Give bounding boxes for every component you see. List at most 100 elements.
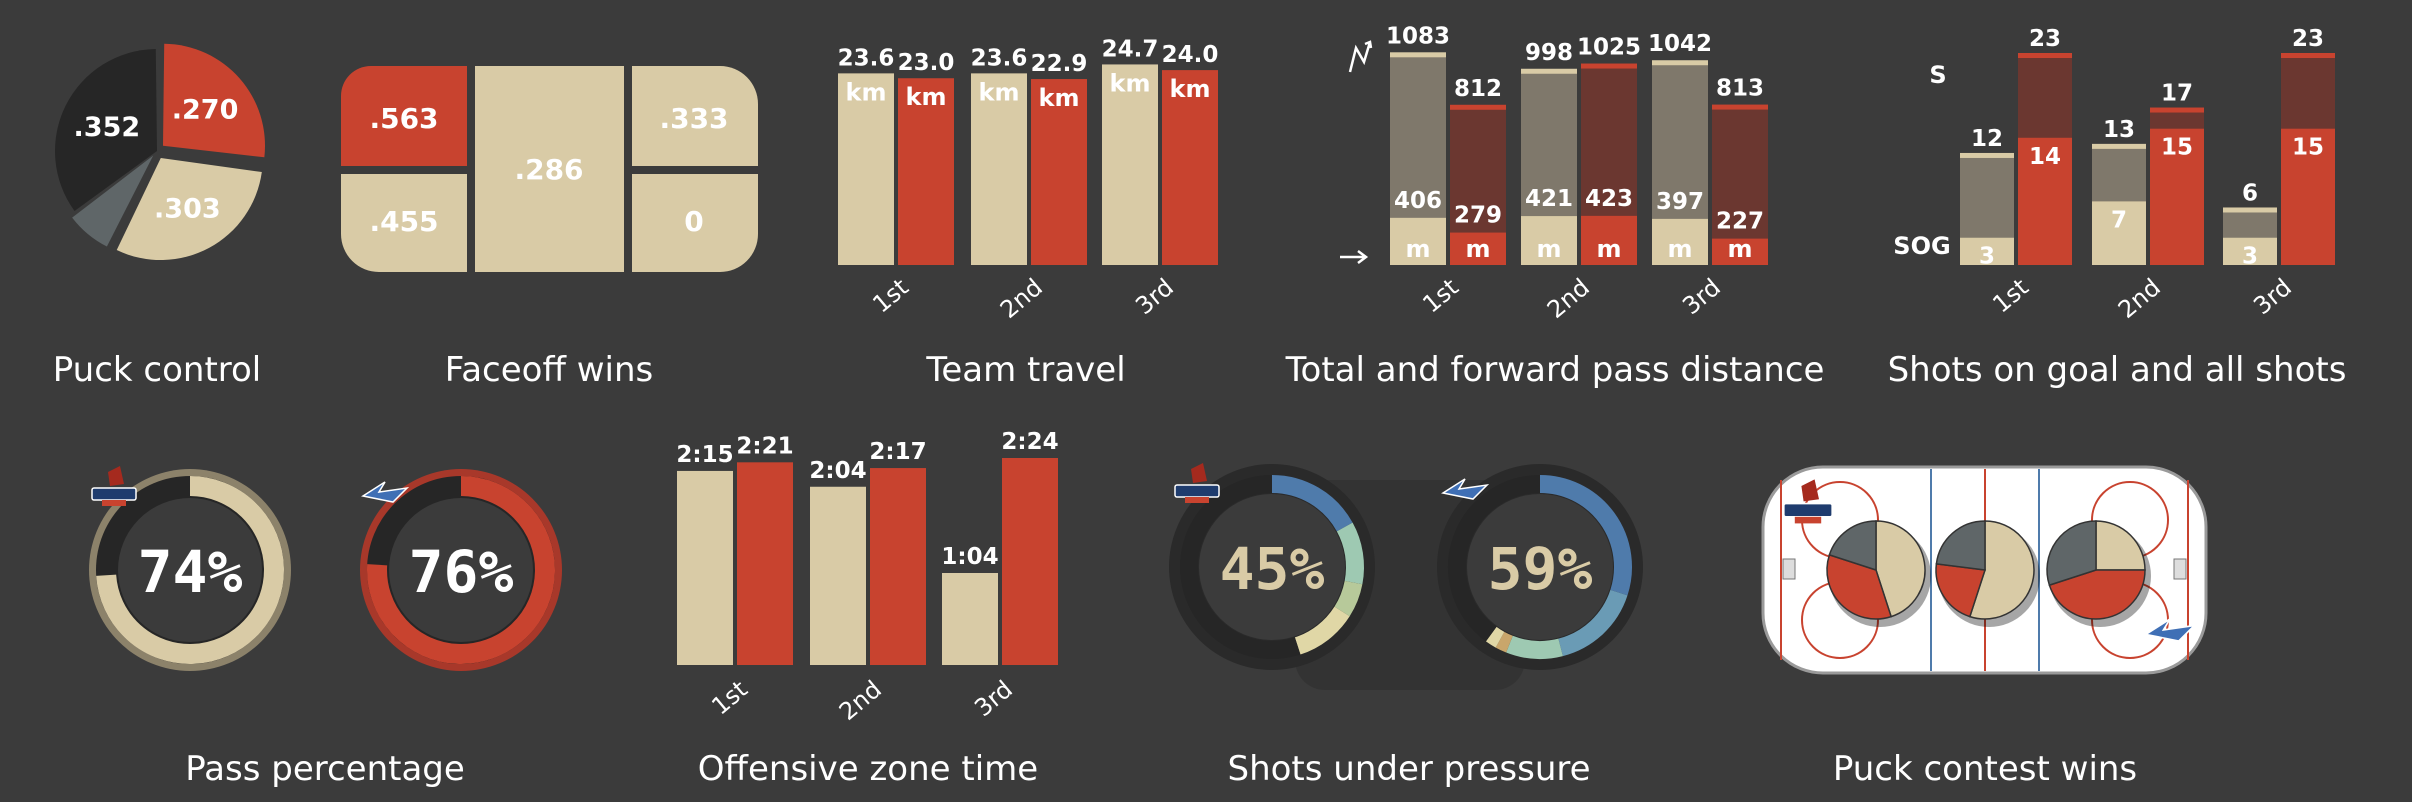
pass-unit-home-1: m [1536, 235, 1561, 263]
pass-unit-away-2: m [1727, 235, 1752, 263]
team_travel-tick-1: 2nd [995, 273, 1048, 324]
pass-forward-bar-away-2 [1712, 238, 1768, 265]
travel-unit-home-2: km [1110, 69, 1151, 97]
oz-bar-home-0 [677, 470, 733, 665]
pressure-ring-hole-home [1199, 494, 1345, 640]
travel-bar-home-0 [838, 73, 894, 265]
oz-label-away-2: 2:24 [1001, 429, 1058, 455]
pass-total-label-home-2: 1042 [1648, 31, 1712, 57]
pass-total-cap-home-0 [1390, 52, 1446, 58]
puck-control-slice-3 [55, 49, 157, 212]
chart-title-puck_control: Puck control [53, 350, 262, 390]
rooster-banner-shape [1174, 484, 1220, 498]
pass-unit-away-0: m [1465, 235, 1490, 263]
travel-bar-away-0 [898, 78, 954, 266]
contest-pie-0-away [1826, 553, 1893, 620]
puck-control-slice-0 [163, 43, 266, 158]
oz-label-away-0: 2:21 [736, 433, 793, 459]
pass-forward-label-home-1: 421 [1525, 186, 1573, 212]
chart-title-shots: Shots on goal and all shots [1888, 350, 2347, 390]
wing-shape [1441, 478, 1490, 500]
sog-bar-away-0 [2018, 137, 2072, 265]
shots-cap-away-2 [2281, 53, 2335, 58]
away-logo-icon [361, 481, 410, 503]
pass-pct-label-home: 74% [138, 538, 243, 606]
travel-label-away-2: 24.0 [1162, 42, 1219, 68]
pass-ring-arc-home [96, 476, 284, 664]
team_travel-tick-0: 1st [867, 273, 913, 318]
rooster-comb-shape [1801, 479, 1819, 502]
wing-shape [2143, 618, 2197, 642]
travel-unit-away-0: km [906, 83, 947, 111]
pass-pct-label-away: 76% [409, 538, 514, 606]
pass-forward-bar-home-2 [1652, 218, 1708, 265]
contest-pie-2-home [2095, 520, 2146, 571]
oz-label-home-1: 2:04 [809, 458, 866, 484]
shots-cap-away-0 [2018, 53, 2072, 58]
faceoff-value-4: 0 [684, 205, 703, 238]
pass-total-label-away-1: 1025 [1577, 35, 1641, 61]
shots-label-away-0: 23 [2029, 26, 2061, 52]
faceoff-zone-away-fill2 [341, 100, 467, 166]
sog-label-home-0: 3 [1979, 244, 1995, 270]
pass-forward-label-away-2: 227 [1716, 209, 1764, 235]
pass-forward-bar-away-1 [1581, 215, 1637, 265]
oz-bar-away-0 [737, 462, 793, 665]
pressure-seg-home-0 [1271, 475, 1353, 532]
pass_distance-tick-2: 3rd [1677, 273, 1726, 320]
forward-arrow-icon [1340, 250, 1369, 264]
chart-title-oz_time: Offensive zone time [698, 749, 1038, 789]
pass-total-cap-away-1 [1581, 63, 1637, 69]
sog-label-home-2: 3 [2242, 244, 2258, 270]
faceoff-divider-0 [467, 66, 475, 272]
pass-total-cap-away-0 [1450, 104, 1506, 110]
pass-total-label-away-0: 812 [1454, 76, 1502, 102]
shots-label-home-2: 6 [2242, 180, 2258, 206]
home-logo-icon [1174, 463, 1220, 503]
pass_distance-tick-1: 2nd [1542, 273, 1595, 324]
faceoff-value-1: .455 [369, 205, 438, 238]
oz-bar-away-1 [870, 468, 926, 665]
chart-title-faceoff_wins: Faceoff wins [445, 350, 653, 390]
pass-total-cap-home-1 [1521, 68, 1577, 74]
oz_time-tick-2: 3rd [969, 675, 1018, 722]
travel-label-home-2: 24.7 [1102, 36, 1159, 62]
away-logo-icon [1441, 478, 1490, 500]
shots-cap-home-0 [1960, 152, 2014, 158]
oz-label-home-2: 1:04 [941, 544, 998, 570]
sog-row-label: SOG [1893, 232, 1950, 260]
pass-ring-hole-home [118, 498, 262, 642]
shots-cap-home-1 [2092, 143, 2146, 149]
team_travel-tick-2: 3rd [1130, 273, 1179, 320]
sog-bar-away-1 [2150, 128, 2204, 265]
faceoff-value-0: .563 [369, 102, 438, 135]
travel-bar-home-1 [971, 73, 1027, 265]
forward-arrow-shape [1340, 250, 1369, 264]
oz_time-tick-0: 1st [706, 675, 752, 720]
sog-bar-away-2 [2281, 128, 2335, 265]
sog-label-away-1: 15 [2161, 135, 2193, 161]
pressure-seg-away-4 [1485, 626, 1505, 648]
pass-total-label-home-1: 998 [1525, 40, 1573, 66]
rink-net-right [2173, 558, 2187, 580]
faceoff-zones: .563 .455 .286 .333 0 [341, 66, 758, 272]
pass_distance-tick-0: 1st [1417, 273, 1463, 318]
rooster-comb-shape [108, 466, 124, 486]
pass-unit-home-2: m [1667, 235, 1692, 263]
sog-label-away-2: 15 [2292, 135, 2324, 161]
chart-title-pressure: Shots under pressure [1227, 749, 1590, 789]
pressure-seg-away-5 [1448, 475, 1541, 642]
pass-forward-label-home-0: 406 [1394, 188, 1442, 214]
chart-title-team_travel: Team travel [925, 350, 1125, 390]
sog-label-home-1: 7 [2111, 207, 2127, 233]
travel-bar-away-1 [1031, 79, 1087, 265]
rooster-comb-shape [1191, 463, 1207, 483]
faceoff-value-2: .286 [514, 153, 583, 186]
travel-label-home-0: 23.6 [838, 45, 895, 71]
oz-bar-away-2 [1002, 458, 1058, 665]
travel-unit-away-1: km [1039, 84, 1080, 112]
rink-net-left [1782, 558, 1796, 580]
sog-bar-home-1 [2092, 201, 2146, 265]
pass-unit-home-0: m [1405, 235, 1430, 263]
